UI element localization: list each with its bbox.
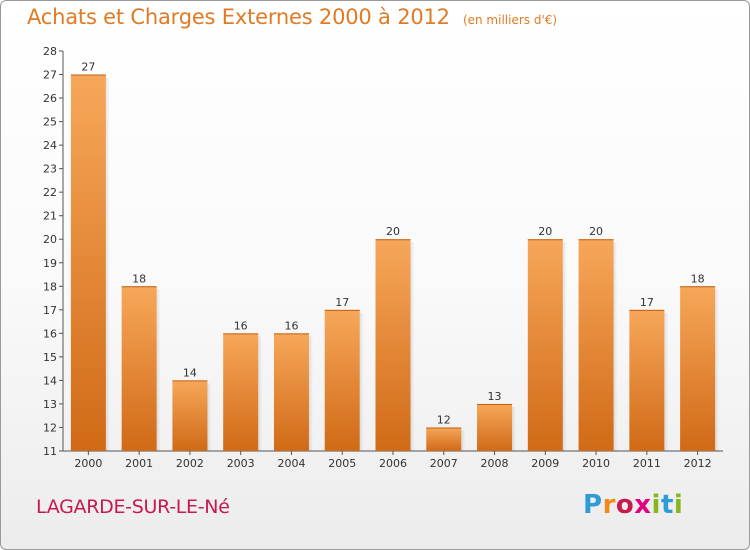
bar-shadow <box>512 406 517 451</box>
y-tick-label: 16 <box>43 327 57 340</box>
chart-subtitle: (en milliers d'€) <box>462 13 558 27</box>
y-tick-label: 24 <box>43 139 57 152</box>
logo-letter: o <box>615 490 635 520</box>
y-tick-label: 11 <box>43 445 57 458</box>
y-tick-label: 20 <box>43 233 57 246</box>
x-tick-label: 2010 <box>582 457 610 470</box>
bar-2000 <box>70 74 106 451</box>
logo-letter: r <box>602 490 616 520</box>
x-tick-label: 2009 <box>531 457 559 470</box>
data-label-2001: 18 <box>132 272 146 285</box>
y-tick-label: 18 <box>43 280 57 293</box>
x-tick-label: 2012 <box>684 457 712 470</box>
x-tick-label: 2007 <box>430 457 458 470</box>
data-label-2004: 16 <box>284 319 298 332</box>
data-label-2006: 20 <box>386 225 400 238</box>
x-tick-label: 2006 <box>379 457 407 470</box>
bar-2004 <box>273 333 309 451</box>
y-tick-label: 22 <box>43 186 57 199</box>
bar-2006 <box>375 239 411 451</box>
bar-shadow <box>562 242 567 451</box>
y-tick-label: 26 <box>43 92 57 105</box>
x-tick-label: 2011 <box>633 457 661 470</box>
chart-title: Achats et Charges Externes 2000 à 2012 <box>27 5 450 29</box>
data-label-2012: 18 <box>691 272 705 285</box>
bar-shadow <box>359 312 364 451</box>
bar-2008 <box>477 403 513 451</box>
x-tick-label: 2001 <box>125 457 153 470</box>
bar-2002 <box>172 380 208 451</box>
data-label-2010: 20 <box>589 225 603 238</box>
y-tick-label: 28 <box>43 45 57 58</box>
bar-2009 <box>527 239 563 451</box>
bar-shadow <box>715 289 720 451</box>
bar-shadow <box>105 77 110 451</box>
y-tick-label: 12 <box>43 421 57 434</box>
bar-shadow <box>156 289 161 451</box>
x-tick-label: 2008 <box>481 457 509 470</box>
x-tick-label: 2000 <box>74 457 102 470</box>
y-tick-label: 23 <box>43 163 57 176</box>
bar-2003 <box>223 333 259 451</box>
chart-bars: 27 18 14 16 16 17 20 12 13 20 20 17 18 <box>70 61 720 451</box>
bar-2007 <box>426 427 462 451</box>
y-tick-label: 17 <box>43 304 57 317</box>
data-label-2007: 12 <box>437 413 451 426</box>
bar-shadow <box>461 430 466 451</box>
data-label-2000: 27 <box>81 61 95 74</box>
logo-letter: P <box>583 490 603 520</box>
bar-shadow <box>410 242 415 451</box>
y-tick-label: 27 <box>43 69 57 82</box>
y-tick-label: 13 <box>43 398 57 411</box>
bar-2001 <box>121 286 157 451</box>
bar-shadow <box>258 336 263 451</box>
logo-letter: t <box>660 490 674 520</box>
y-tick-label: 25 <box>43 116 57 129</box>
bar-shadow <box>664 312 669 451</box>
commune-name: LAGARDE-SUR-LE-Né <box>36 496 230 518</box>
data-label-2008: 13 <box>488 390 502 403</box>
bar-shadow <box>207 383 212 451</box>
x-tick-label: 2003 <box>227 457 255 470</box>
x-tick-label: 2005 <box>328 457 356 470</box>
x-tick-label: 2004 <box>277 457 305 470</box>
y-tick-label: 19 <box>43 257 57 270</box>
data-label-2002: 14 <box>183 366 197 379</box>
data-label-2003: 16 <box>234 319 248 332</box>
y-tick-label: 15 <box>43 351 57 364</box>
logo-letter: i <box>651 490 661 520</box>
logo-letter: x <box>634 490 652 520</box>
chart-header: Achats et Charges Externes 2000 à 2012 (… <box>27 5 557 29</box>
bar-2005 <box>324 309 360 451</box>
bar-2012 <box>680 286 716 451</box>
data-label-2011: 17 <box>640 296 654 309</box>
logo-letter: i <box>673 490 684 520</box>
proxiti-logo: Proxiti <box>583 490 683 520</box>
y-tick-label: 14 <box>43 374 57 387</box>
data-label-2009: 20 <box>538 225 552 238</box>
bar-2011 <box>629 309 665 451</box>
data-label-2005: 17 <box>335 296 349 309</box>
y-tick-label: 21 <box>43 210 57 223</box>
bar-shadow <box>613 242 618 451</box>
bar-2010 <box>578 239 614 451</box>
chart-axes: 11 12 13 14 15 16 17 18 19 20 21 22 23 24 25 26 27 28 2000… <box>43 45 723 470</box>
x-tick-label: 2002 <box>176 457 204 470</box>
bar-shadow <box>308 336 313 451</box>
